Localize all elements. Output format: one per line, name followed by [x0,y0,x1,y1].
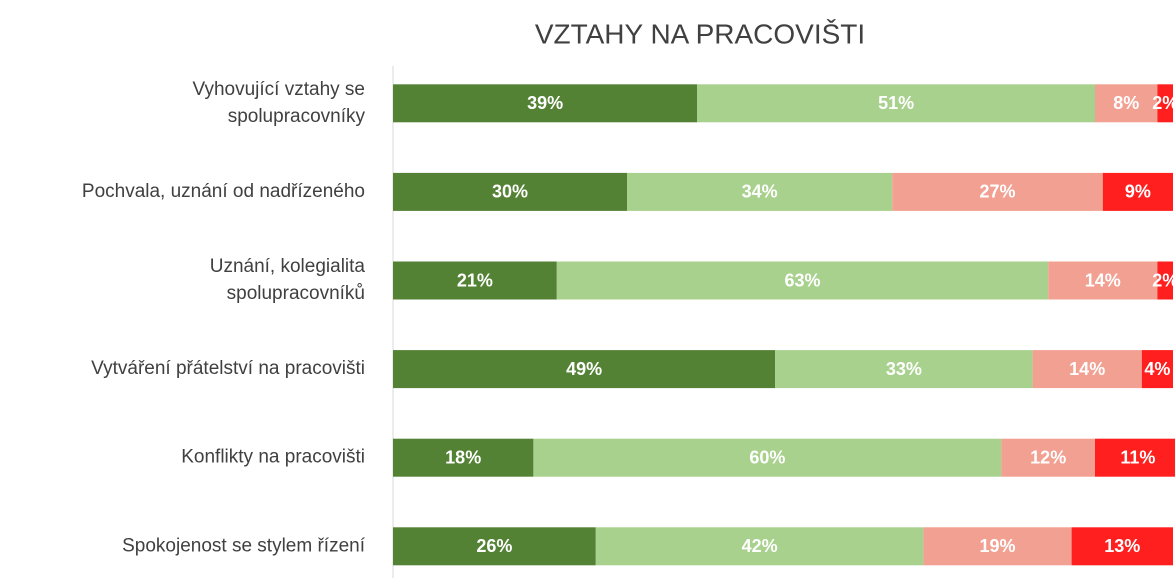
chart-title: VZTAHY NA PRACOVIŠTI [535,18,865,49]
bar-segment [1141,350,1173,389]
value-label: 13% [1104,536,1140,556]
value-label: 63% [784,270,820,290]
bar-segment [556,261,1049,300]
value-label: 27% [979,182,1015,202]
value-label: 4% [1144,359,1170,379]
value-label: 33% [886,359,922,379]
bar-segment [393,261,557,300]
bar-segment [923,527,1072,566]
bar-segment [1095,84,1158,123]
category-label: spolupracovníky [228,106,366,127]
bar-segment [892,172,1103,211]
bar-segment [393,84,698,123]
value-label: 2% [1152,270,1175,290]
bar-segment [627,172,893,211]
bar-segment [1157,261,1173,300]
value-label: 39% [527,93,563,113]
value-label: 12% [1030,447,1066,467]
bar-segment [533,438,1002,477]
value-label: 19% [979,536,1015,556]
bar-segment [1032,350,1142,389]
bar-segment [393,438,534,477]
value-label: 49% [566,359,602,379]
bar-segment [595,527,924,566]
category-label: Spokojenost se stylem řízení [122,535,366,556]
value-label: 34% [742,182,778,202]
value-label: 2% [1152,93,1175,113]
value-label: 30% [492,182,528,202]
bar-segment [697,84,1095,123]
bar-segment [393,172,627,211]
value-label: 14% [1069,359,1105,379]
value-label: 60% [749,447,785,467]
bar-segment [393,527,596,566]
category-label: spolupracovníků [227,283,365,304]
value-label: 14% [1085,270,1121,290]
category-label: Vytváření přátelství na pracovišti [91,358,365,379]
bar-segment [1095,438,1175,477]
category-label: Uznání, kolegialita [210,256,366,277]
bar-segment [1048,261,1158,300]
category-label: Vyhovující vztahy se [193,79,365,100]
value-label: 42% [742,536,778,556]
value-label: 18% [445,447,481,467]
value-label: 9% [1125,182,1151,202]
category-label: Konflikty na pracovišti [181,447,365,468]
bar-segment [1071,527,1173,566]
value-label: 51% [878,93,914,113]
bar-segment [775,350,1033,389]
value-label: 8% [1113,93,1139,113]
bar-segment [1157,84,1173,123]
bar-segment [1102,172,1173,211]
value-label: 11% [1120,447,1155,467]
value-label: 21% [457,270,493,290]
bar-segment [1001,438,1095,477]
value-label: 26% [476,536,512,556]
category-label: Pochvala, uznání od nadřízeného [82,181,365,202]
bar-segment [393,350,776,389]
